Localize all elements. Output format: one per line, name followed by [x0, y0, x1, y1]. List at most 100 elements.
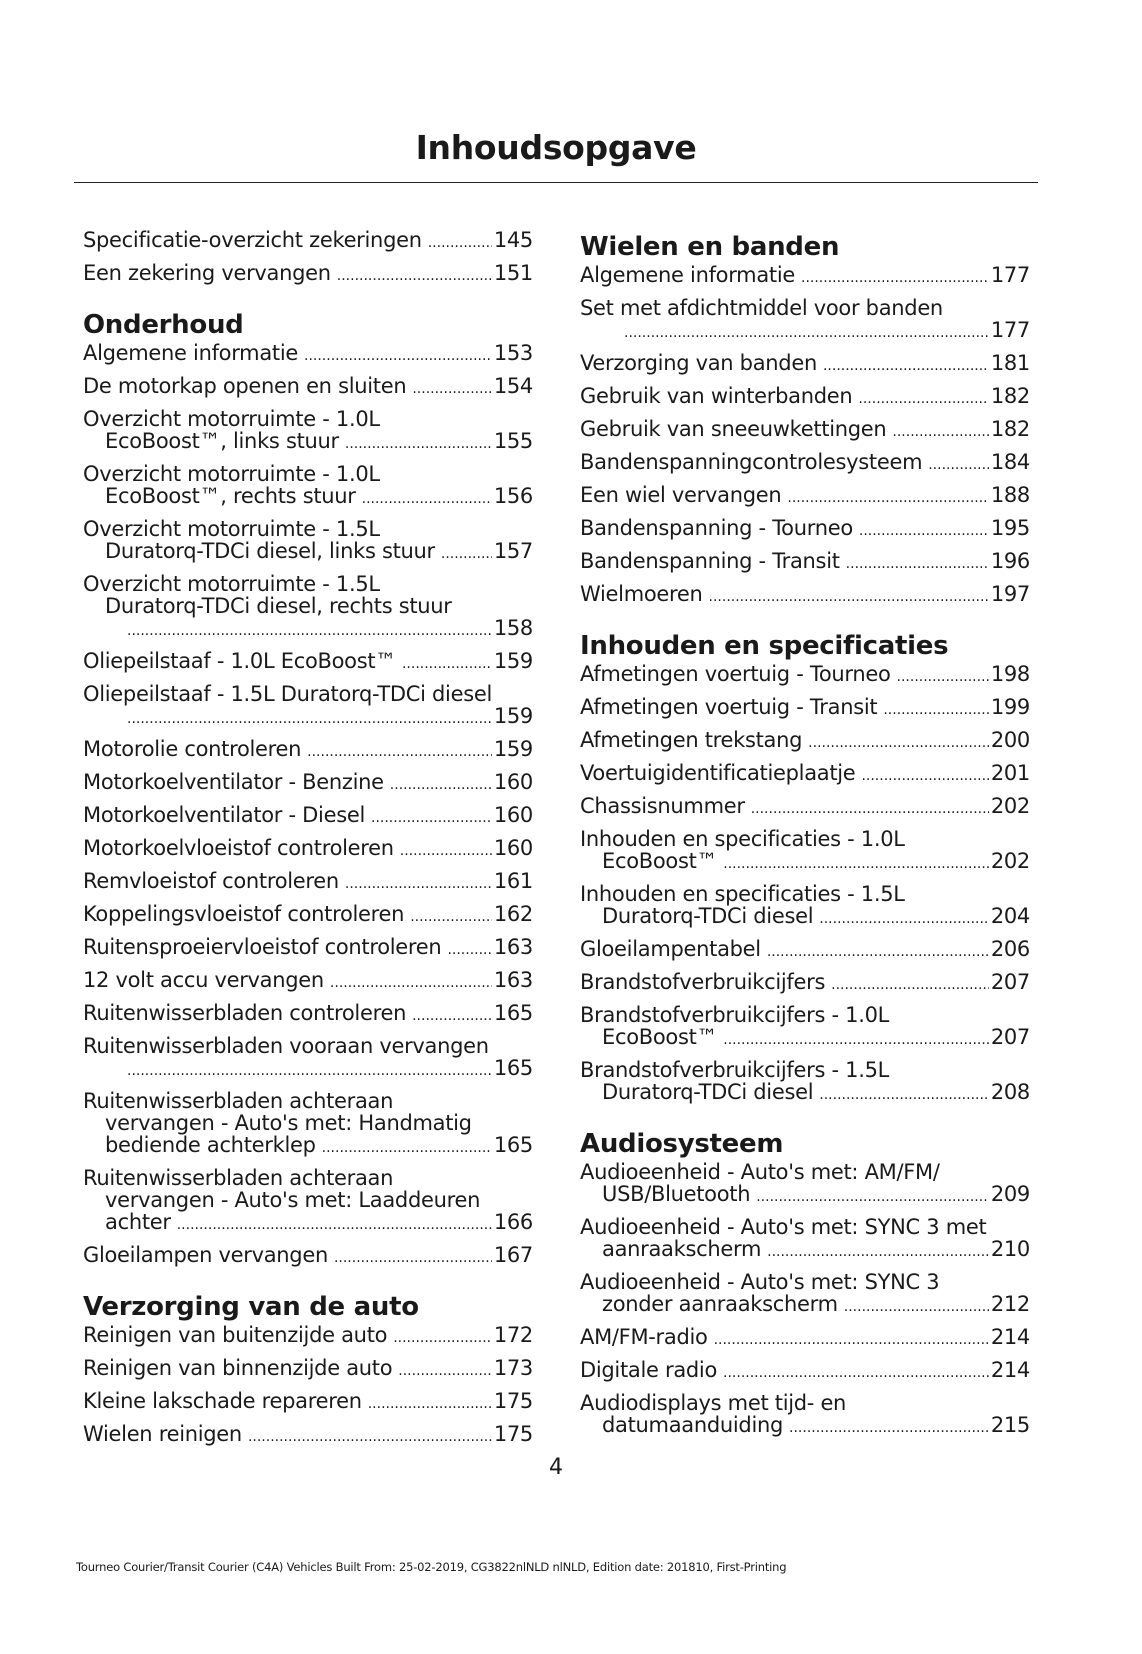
toc-page-number[interactable]: 159 [493, 649, 533, 673]
toc-entry[interactable]: Bandenspanningcontrolesysteem 184 [580, 451, 1030, 476]
toc-entry[interactable]: Reinigen van buitenzijde auto 172 [83, 1324, 533, 1349]
toc-entry[interactable]: Bandenspanning - Tourneo 195 [580, 517, 1030, 542]
toc-page-number[interactable]: 210 [990, 1237, 1030, 1261]
toc-page-number[interactable]: 160 [493, 836, 533, 860]
toc-page-number[interactable]: 208 [990, 1080, 1030, 1104]
toc-entry[interactable]: Overzicht motorruimte - 1.0L EcoBoost™, r… [83, 463, 533, 510]
toc-entry[interactable]: Motorolie controleren 159 [83, 738, 533, 763]
toc-entry[interactable]: De motorkap openen en sluiten 154 [83, 375, 533, 400]
toc-entry[interactable]: Oliepeilstaaf - 1.0L EcoBoost™ 159 [83, 650, 533, 675]
toc-page-number[interactable]: 160 [493, 803, 533, 827]
toc-page-number[interactable]: 175 [493, 1389, 533, 1413]
toc-entry[interactable]: Motorkoelventilator - Benzine 160 [83, 771, 533, 796]
toc-page-number[interactable]: 212 [990, 1292, 1030, 1316]
toc-entry[interactable]: Voertuigidentificatieplaatje 201 [580, 762, 1030, 787]
toc-entry[interactable]: Ruitensproeiervloeistof controleren 163 [83, 936, 533, 961]
toc-page-number[interactable]: 165 [493, 1133, 533, 1157]
toc-entry[interactable]: Wielmoeren 197 [580, 583, 1030, 608]
toc-page-number[interactable]: 159 [493, 737, 533, 761]
toc-page-number[interactable]: 177 [990, 263, 1030, 287]
toc-page-number[interactable]: 145 [493, 228, 533, 252]
toc-page-number[interactable]: 177 [990, 318, 1030, 342]
toc-page-number[interactable]: 163 [493, 935, 533, 959]
toc-page-number[interactable]: 207 [990, 1025, 1030, 1049]
toc-entry[interactable]: Overzicht motorruimte - 1.0L EcoBoost™, l… [83, 408, 533, 455]
toc-entry[interactable]: Motorkoelventilator - Diesel 160 [83, 804, 533, 829]
toc-entry[interactable]: Afmetingen voertuig - Tourneo 198 [580, 663, 1030, 688]
toc-page-number[interactable]: 198 [990, 662, 1030, 686]
toc-entry[interactable]: Reinigen van binnenzijde auto 173 [83, 1357, 533, 1382]
toc-entry[interactable]: Brandstofverbruikcijfers - 1.0L EcoBoost™… [580, 1004, 1030, 1051]
toc-entry[interactable]: Kleine lakschade repareren 175 [83, 1390, 533, 1415]
toc-entry[interactable]: Audioeenheid - Auto's met: SYNC 3 zonder … [580, 1271, 1030, 1318]
toc-page-number[interactable]: 200 [990, 728, 1030, 752]
toc-page-number[interactable]: 182 [990, 384, 1030, 408]
toc-page-number[interactable]: 196 [990, 549, 1030, 573]
toc-entry[interactable]: 12 volt accu vervangen 163 [83, 969, 533, 994]
toc-entry[interactable]: Koppelingsvloeistof controleren 162 [83, 903, 533, 928]
toc-entry[interactable]: Gloeilampentabel 206 [580, 938, 1030, 963]
toc-page-number[interactable]: 165 [493, 1056, 533, 1080]
toc-entry[interactable]: Een wiel vervangen 188 [580, 484, 1030, 509]
toc-page-number[interactable]: 165 [493, 1001, 533, 1025]
toc-entry[interactable]: Inhouden en specificaties - 1.5L Duratorq… [580, 883, 1030, 930]
toc-page-number[interactable]: 201 [990, 761, 1030, 785]
toc-entry[interactable]: Digitale radio 214 [580, 1359, 1030, 1384]
toc-entry[interactable]: Wielen reinigen 175 [83, 1423, 533, 1448]
toc-entry[interactable]: Specificatie-overzicht zekeringen 145 [83, 229, 533, 254]
toc-entry[interactable]: Audioeenheid - Auto's met: SYNC 3 met aan… [580, 1216, 1030, 1263]
toc-entry[interactable]: Verzorging van banden 181 [580, 352, 1030, 377]
toc-page-number[interactable]: 159 [493, 704, 533, 728]
toc-entry[interactable]: Audiodisplays met tijd- en datumaanduidin… [580, 1392, 1030, 1439]
toc-page-number[interactable]: 207 [990, 970, 1030, 994]
toc-entry[interactable]: Brandstofverbruikcijfers 207 [580, 971, 1030, 996]
toc-page-number[interactable]: 160 [493, 770, 533, 794]
toc-entry[interactable]: Overzicht motorruimte - 1.5L Duratorq-TDC… [83, 518, 533, 565]
toc-page-number[interactable]: 163 [493, 968, 533, 992]
toc-page-number[interactable]: 214 [990, 1325, 1030, 1349]
toc-page-number[interactable]: 214 [990, 1358, 1030, 1382]
toc-entry[interactable]: Remvloeistof controleren 161 [83, 870, 533, 895]
toc-page-number[interactable]: 204 [990, 904, 1030, 928]
toc-page-number[interactable]: 157 [493, 539, 533, 563]
toc-page-number[interactable]: 215 [990, 1413, 1030, 1437]
toc-page-number[interactable]: 209 [990, 1182, 1030, 1206]
toc-entry[interactable]: Gloeilampen vervangen 167 [83, 1244, 533, 1269]
toc-entry[interactable]: AM/FM-radio 214 [580, 1326, 1030, 1351]
toc-page-number[interactable]: 156 [493, 484, 533, 508]
toc-entry[interactable]: Afmetingen trekstang 200 [580, 729, 1030, 754]
toc-page-number[interactable]: 151 [493, 261, 533, 285]
toc-entry[interactable]: Ruitenwisserbladen vooraan vervangen165 [83, 1035, 533, 1082]
toc-entry[interactable]: Inhouden en specificaties - 1.0L EcoBoost… [580, 828, 1030, 875]
toc-page-number[interactable]: 153 [493, 341, 533, 365]
toc-page-number[interactable]: 181 [990, 351, 1030, 375]
toc-page-number[interactable]: 202 [990, 794, 1030, 818]
toc-page-number[interactable]: 195 [990, 516, 1030, 540]
toc-page-number[interactable]: 155 [493, 429, 533, 453]
toc-entry[interactable]: Ruitenwisserbladen achteraan vervangen - … [83, 1090, 533, 1159]
toc-page-number[interactable]: 199 [990, 695, 1030, 719]
toc-entry[interactable]: Oliepeilstaaf - 1.5L Duratorq-TDCi diese… [83, 683, 533, 730]
toc-entry[interactable]: Een zekering vervangen 151 [83, 262, 533, 287]
toc-page-number[interactable]: 188 [990, 483, 1030, 507]
toc-entry[interactable]: Gebruik van winterbanden 182 [580, 385, 1030, 410]
toc-page-number[interactable]: 175 [493, 1422, 533, 1446]
toc-entry[interactable]: Motorkoelvloeistof controleren 160 [83, 837, 533, 862]
toc-page-number[interactable]: 158 [493, 616, 533, 640]
toc-entry[interactable]: Ruitenwisserbladen achteraan vervangen - … [83, 1167, 533, 1236]
toc-page-number[interactable]: 167 [493, 1243, 533, 1267]
toc-entry[interactable]: Brandstofverbruikcijfers - 1.5L Duratorq-… [580, 1059, 1030, 1106]
toc-page-number[interactable]: 162 [493, 902, 533, 926]
toc-page-number[interactable]: 202 [990, 849, 1030, 873]
toc-page-number[interactable]: 154 [493, 374, 533, 398]
toc-entry[interactable]: Algemene informatie 177 [580, 264, 1030, 289]
toc-entry[interactable]: Audioeenheid - Auto's met: AM/FM/USB/Blu… [580, 1161, 1030, 1208]
toc-page-number[interactable]: 197 [990, 582, 1030, 606]
toc-page-number[interactable]: 182 [990, 417, 1030, 441]
toc-page-number[interactable]: 161 [493, 869, 533, 893]
toc-entry[interactable]: Overzicht motorruimte - 1.5L Duratorq-TDC… [83, 573, 533, 642]
toc-page-number[interactable]: 172 [493, 1323, 533, 1347]
toc-entry[interactable]: Set met afdichtmiddel voor banden 177 [580, 297, 1030, 344]
toc-entry[interactable]: Chassisnummer 202 [580, 795, 1030, 820]
toc-entry[interactable]: Afmetingen voertuig - Transit 199 [580, 696, 1030, 721]
